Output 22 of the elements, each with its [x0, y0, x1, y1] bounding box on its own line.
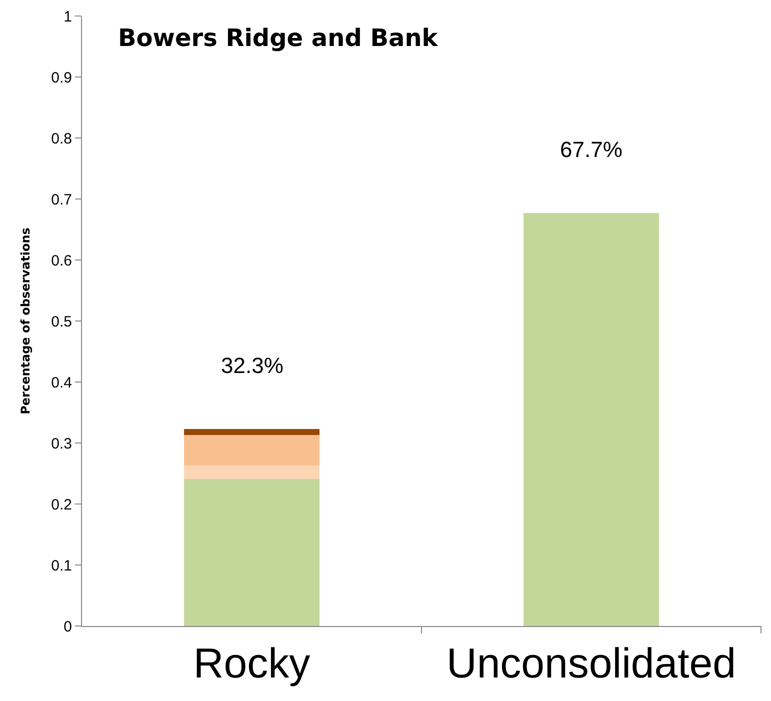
- y-tick-label: 0.3: [51, 435, 72, 452]
- y-tick-label: 0.4: [51, 374, 72, 392]
- y-axis-title: Percentage of observations: [18, 228, 32, 414]
- y-tick-label: 0.6: [51, 252, 72, 270]
- bar: [523, 213, 660, 626]
- bar: [184, 428, 320, 436]
- x-tick-label: Rocky: [193, 639, 310, 686]
- y-tick-label: 0.5: [51, 313, 72, 330]
- y-tick-label: 0.1: [51, 557, 72, 574]
- total-label: 67.7%: [560, 137, 622, 162]
- y-tick-label: 0: [64, 618, 72, 636]
- bar: [184, 478, 320, 626]
- bar: [184, 466, 320, 479]
- total-label: 32.3%: [221, 353, 284, 378]
- y-tick-label: 0.8: [51, 130, 72, 148]
- chart-title: Bowers Ridge and Bank: [118, 24, 439, 52]
- bar: [184, 435, 320, 466]
- y-tick-label: 0.7: [51, 191, 72, 208]
- y-tick-label: 0.2: [51, 496, 72, 514]
- y-tick-label: 1: [64, 8, 72, 26]
- y-tick-label: 0.9: [51, 69, 72, 86]
- x-tick-label: Unconsolidated: [446, 639, 736, 686]
